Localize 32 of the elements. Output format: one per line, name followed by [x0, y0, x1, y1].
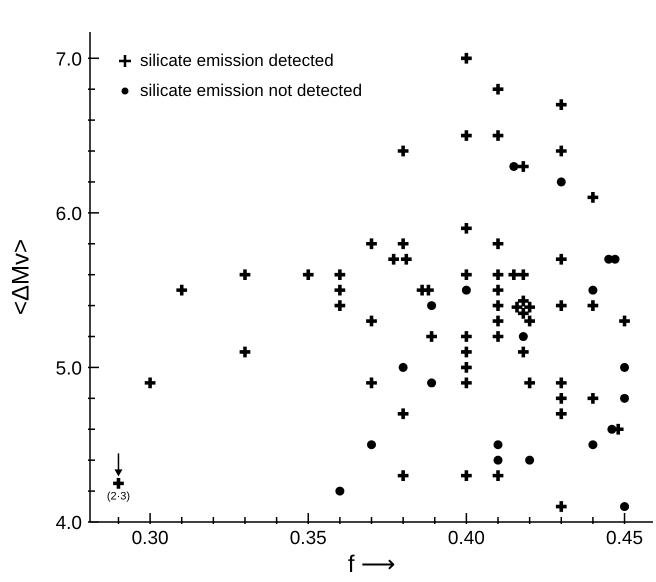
point — [494, 440, 503, 450]
y-tick-label: 4.0 — [56, 513, 82, 534]
x-tick-label: 0.30 — [132, 528, 169, 549]
point — [556, 177, 566, 186]
x-tick-label: 0.40 — [448, 528, 485, 549]
point — [525, 456, 534, 465]
point — [620, 394, 630, 403]
y-tick-label: 6.0 — [56, 204, 82, 225]
point — [335, 486, 344, 496]
point — [588, 440, 598, 450]
point — [620, 362, 630, 372]
x-tick-label: 0.45 — [606, 528, 644, 549]
x-axis-title: f ⟶ — [348, 551, 396, 578]
point — [610, 254, 620, 264]
x-tick-label: 0.35 — [290, 528, 327, 549]
y-tick-label: 5.0 — [56, 358, 82, 380]
y-tick-label: 7.0 — [56, 49, 82, 70]
point — [620, 502, 630, 512]
point — [509, 162, 518, 171]
legend-label: silicate emission not detected — [140, 80, 362, 102]
point — [462, 286, 471, 295]
annotation: (2·3) — [106, 490, 130, 502]
legend-label: silicate emission detected — [140, 50, 334, 72]
point — [494, 456, 503, 465]
point — [427, 378, 436, 388]
point — [588, 286, 598, 295]
point — [607, 424, 616, 434]
point — [427, 301, 436, 310]
point — [366, 440, 376, 450]
point — [398, 362, 408, 372]
point — [518, 332, 528, 342]
y-axis-title: <ΔMv> — [8, 238, 35, 316]
